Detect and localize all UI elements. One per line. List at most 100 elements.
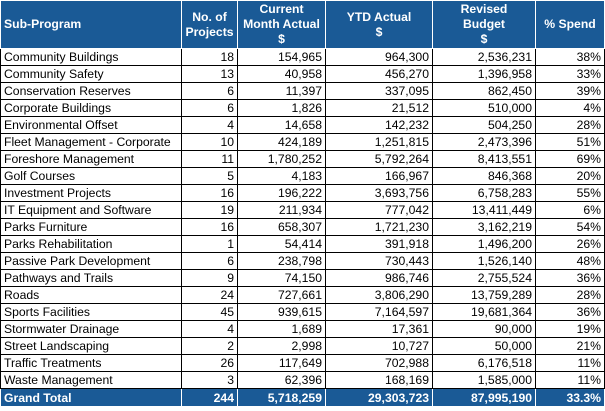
cell-spend: 36% <box>535 303 605 321</box>
cell-budget: 90,000 <box>432 320 536 338</box>
cell-current-month: 154,965 <box>237 48 326 66</box>
cell-budget: 8,413,551 <box>432 150 536 168</box>
col-header-current-month-actual: Current Month Actual $ <box>237 0 326 49</box>
cell-ytd: 777,042 <box>325 201 433 219</box>
table-row: Environmental Offset 4 14,658 142,232 504,25… <box>0 116 605 134</box>
table-row: Roads 24 727,661 3,806,290 13,759,289 28% <box>0 286 605 304</box>
table-row: Street Landscaping 2 2,998 10,727 50,000 21% <box>0 337 605 355</box>
cell-spend: 36% <box>535 269 605 287</box>
cell-budget: 862,450 <box>432 82 536 100</box>
cell-current-month: 14,658 <box>237 116 326 134</box>
cell-budget: 2,473,396 <box>432 133 536 151</box>
cell-budget: 846,368 <box>432 167 536 185</box>
cell-sub-program: Passive Park Development <box>0 252 182 270</box>
cell-spend: 33% <box>535 65 605 83</box>
cell-projects: 1 <box>181 235 238 253</box>
cell-ytd: 702,988 <box>325 354 433 372</box>
cell-budget: 3,162,219 <box>432 218 536 236</box>
table-footer: Grand Total 244 5,718,259 29,303,723 87,… <box>0 388 605 407</box>
cell-spend: 20% <box>535 167 605 185</box>
cell-ytd: 1,251,815 <box>325 133 433 151</box>
col-header-line: $ <box>480 32 488 46</box>
cell-ytd: 5,792,264 <box>325 150 433 168</box>
cell-ytd: 142,232 <box>325 116 433 134</box>
cell-spend: 48% <box>535 252 605 270</box>
grand-total-budget: 87,995,190 <box>432 388 536 407</box>
cell-budget: 1,496,200 <box>432 235 536 253</box>
cell-ytd: 3,693,756 <box>325 184 433 202</box>
cell-ytd: 986,746 <box>325 269 433 287</box>
cell-sub-program: IT Equipment and Software <box>0 201 182 219</box>
cell-spend: 51% <box>535 133 605 151</box>
cell-sub-program: Community Safety <box>0 65 182 83</box>
table-row: Traffic Treatments 26 117,649 702,988 6,176,… <box>0 354 605 372</box>
col-header-revised-budget: Revised Budget $ <box>432 0 536 49</box>
cell-projects: 3 <box>181 371 238 389</box>
table-row: Community Buildings 18 154,965 964,300 2,536… <box>0 48 605 66</box>
cell-sub-program: Parks Rehabilitation <box>0 235 182 253</box>
table-row: Foreshore Management 11 1,780,252 5,792,264… <box>0 150 605 168</box>
cell-ytd: 10,727 <box>325 337 433 355</box>
cell-sub-program: Street Landscaping <box>0 337 182 355</box>
cell-spend: 6% <box>535 201 605 219</box>
col-header-line: % Spend <box>544 17 596 31</box>
cell-current-month: 11,397 <box>237 82 326 100</box>
cell-current-month: 1,826 <box>237 99 326 117</box>
cell-spend: 38% <box>535 48 605 66</box>
cell-sub-program: Waste Management <box>0 371 182 389</box>
cell-sub-program: Roads <box>0 286 182 304</box>
col-header-line: No. of <box>192 9 227 24</box>
cell-spend: 26% <box>535 235 605 253</box>
cell-ytd: 730,443 <box>325 252 433 270</box>
cell-projects: 19 <box>181 201 238 219</box>
cell-spend: 28% <box>535 286 605 304</box>
cell-current-month: 4,183 <box>237 167 326 185</box>
cell-ytd: 456,270 <box>325 65 433 83</box>
cell-spend: 39% <box>535 82 605 100</box>
cell-current-month: 117,649 <box>237 354 326 372</box>
cell-sub-program: Parks Furniture <box>0 218 182 236</box>
cell-projects: 2 <box>181 337 238 355</box>
cell-projects: 16 <box>181 184 238 202</box>
col-header-line: Budget <box>463 17 505 31</box>
header-row: Sub-Program No. of Projects Current Mont… <box>0 0 605 49</box>
col-header-line: Sub-Program <box>4 17 82 31</box>
grand-total-row: Grand Total 244 5,718,259 29,303,723 87,… <box>0 388 605 407</box>
cell-budget: 1,526,140 <box>432 252 536 270</box>
table-row: Golf Courses 5 4,183 166,967 846,368 20% <box>0 167 605 185</box>
cell-budget: 50,000 <box>432 337 536 355</box>
cell-ytd: 3,806,290 <box>325 286 433 304</box>
cell-budget: 13,411,449 <box>432 201 536 219</box>
cell-budget: 6,758,283 <box>432 184 536 202</box>
cell-ytd: 964,300 <box>325 48 433 66</box>
cell-ytd: 7,164,597 <box>325 303 433 321</box>
cell-current-month: 658,307 <box>237 218 326 236</box>
cell-current-month: 727,661 <box>237 286 326 304</box>
cell-current-month: 1,689 <box>237 320 326 338</box>
grand-total-spend: 33.3% <box>535 388 605 407</box>
cell-sub-program: Corporate Buildings <box>0 99 182 117</box>
cell-projects: 5 <box>181 167 238 185</box>
cell-budget: 1,585,000 <box>432 371 536 389</box>
table-row: Fleet Management - Corporate 10 424,189 1,2… <box>0 133 605 151</box>
cell-projects: 45 <box>181 303 238 321</box>
cell-current-month: 196,222 <box>237 184 326 202</box>
cell-spend: 11% <box>535 371 605 389</box>
cell-projects: 6 <box>181 82 238 100</box>
cell-sub-program: Conservation Reserves <box>0 82 182 100</box>
col-header-no-of-projects: No. of Projects <box>181 0 238 49</box>
cell-spend: 19% <box>535 320 605 338</box>
cell-sub-program: Traffic Treatments <box>0 354 182 372</box>
table-row: Conservation Reserves 6 11,397 337,095 862,4… <box>0 82 605 100</box>
cell-budget: 510,000 <box>432 99 536 117</box>
table-row: Parks Furniture 16 658,307 1,721,230 3,162,2… <box>0 218 605 236</box>
table-row: Sports Facilities 45 939,615 7,164,597 19,68… <box>0 303 605 321</box>
cell-spend: 11% <box>535 354 605 372</box>
cell-projects: 4 <box>181 116 238 134</box>
cell-projects: 11 <box>181 150 238 168</box>
cell-ytd: 1,721,230 <box>325 218 433 236</box>
cell-sub-program: Investment Projects <box>0 184 182 202</box>
table-row: Passive Park Development 6 238,798 730,443 1… <box>0 252 605 270</box>
col-header-line: Month Actual <box>243 17 320 31</box>
cell-budget: 2,536,231 <box>432 48 536 66</box>
